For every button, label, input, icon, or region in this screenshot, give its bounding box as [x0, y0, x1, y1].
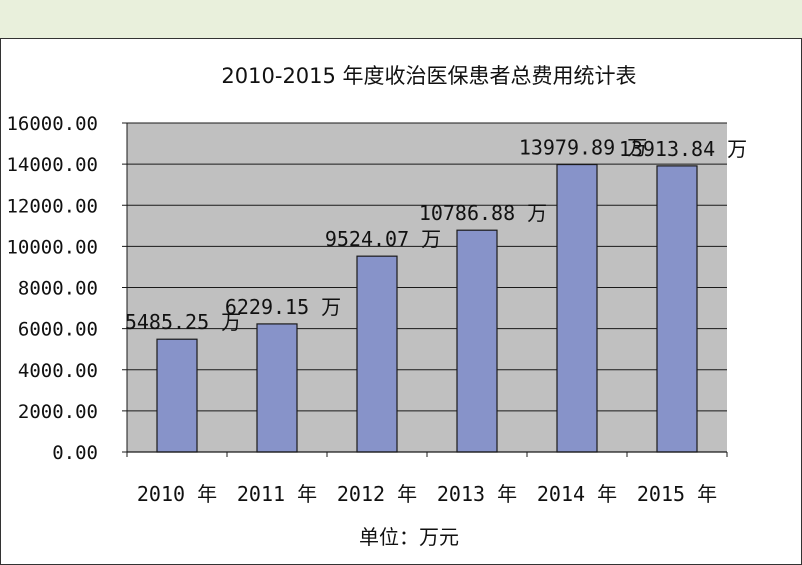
bar: [556, 163, 598, 453]
data-label: 13913.84 万: [619, 137, 747, 161]
y-tick-label: 2000.00: [18, 401, 98, 423]
bar: [456, 229, 498, 453]
x-tick-label: 2014 年: [537, 482, 617, 506]
y-tick-label: 14000.00: [6, 154, 98, 176]
bar: [356, 255, 398, 453]
chart-frame: 2010-2015 年度收治医保患者总费用统计表 0.00 2000.00 4000…: [0, 38, 802, 565]
x-axis-label: 单位：万元: [359, 525, 459, 549]
x-tick-label: 2012 年: [337, 482, 417, 506]
data-label: 6229.15 万: [225, 295, 341, 319]
y-tick-label: 16000.00: [6, 113, 98, 135]
bar: [656, 165, 698, 453]
y-tick-label: 8000.00: [18, 278, 98, 300]
x-axis-ticks: 2010 年 2011 年 2012 年 2013 年 2014 年 2015 年: [126, 451, 728, 506]
x-tick-label: 2015 年: [637, 482, 717, 506]
x-tick-label: 2010 年: [137, 482, 217, 506]
data-label: 5485.25 万: [125, 310, 241, 334]
x-tick-label: 2013 年: [437, 482, 517, 506]
y-tick-label: 12000.00: [6, 195, 98, 217]
data-label: 13979.89 万: [519, 136, 647, 160]
x-tick-label: 2011 年: [237, 482, 317, 506]
data-label: 9524.07 万: [325, 227, 441, 251]
y-tick-label: 0.00: [52, 442, 98, 464]
bars: [156, 163, 698, 453]
y-tick-label: 4000.00: [18, 360, 98, 382]
y-axis-ticks: 0.00 2000.00 4000.00 6000.00 8000.00 10000.00…: [6, 113, 127, 464]
chart-title: 2010-2015 年度收治医保患者总费用统计表: [221, 64, 636, 88]
bar: [156, 338, 198, 453]
bar: [256, 323, 298, 453]
data-label: 10786.88 万: [419, 201, 547, 225]
y-tick-label: 10000.00: [6, 236, 98, 258]
bar-chart: 2010-2015 年度收治医保患者总费用统计表 0.00 2000.00 4000…: [6, 64, 747, 549]
y-tick-label: 6000.00: [18, 319, 98, 341]
